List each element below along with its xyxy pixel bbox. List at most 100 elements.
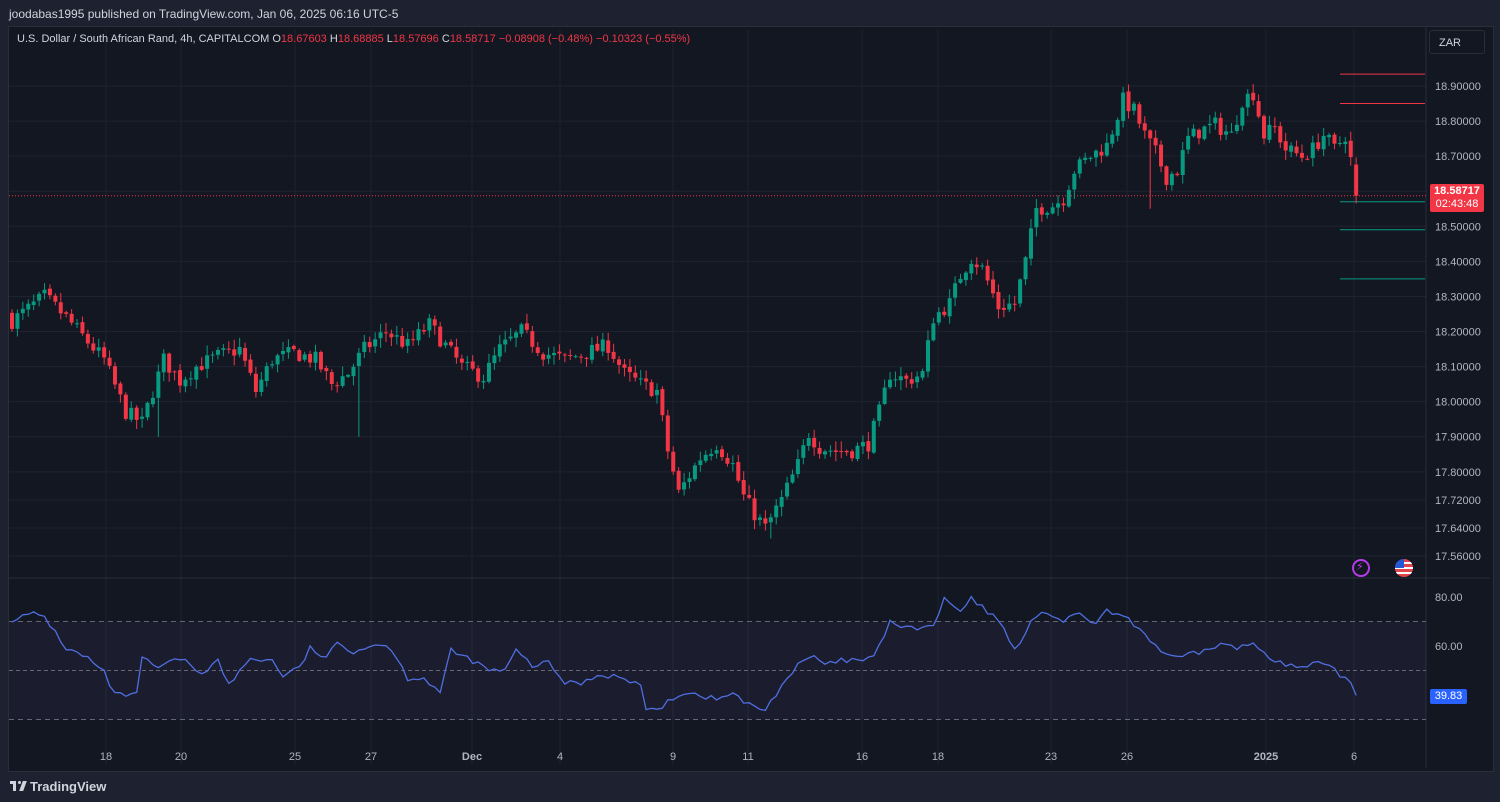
time-tick-label: 9 <box>670 751 676 763</box>
price-tick-label: 18.90000 <box>1435 81 1481 93</box>
candle-body <box>324 368 329 372</box>
candle-body <box>286 347 291 353</box>
candle-body <box>714 450 719 454</box>
time-tick-label: 16 <box>856 751 868 763</box>
candle-body <box>194 366 199 380</box>
level-lines <box>9 73 1426 280</box>
candle-body <box>405 338 410 346</box>
candle-body <box>1066 189 1071 207</box>
footer-bar <box>0 772 1500 802</box>
candle-body <box>20 308 25 314</box>
candle-body <box>416 329 421 341</box>
candle-body <box>752 498 757 521</box>
candle-body <box>465 362 470 364</box>
candle-body <box>351 366 356 377</box>
candle-body <box>1061 203 1066 206</box>
time-tick-label: 27 <box>365 751 377 763</box>
candle-body <box>806 438 811 446</box>
candle-body <box>980 265 985 267</box>
last-price: 18.58717 <box>1434 185 1480 197</box>
candle-body <box>253 373 258 392</box>
candle-body <box>215 350 220 355</box>
candle-body <box>1148 130 1153 139</box>
lightning-icon[interactable] <box>1352 559 1370 577</box>
candle-body <box>264 366 269 381</box>
candle-body <box>1191 128 1196 137</box>
candle-body <box>411 339 416 341</box>
candle-body <box>183 379 188 387</box>
rsi-tick-label: 80.00 <box>1435 592 1463 604</box>
price-tick-label: 17.56000 <box>1435 551 1481 563</box>
candle-body <box>492 355 497 364</box>
candle-body <box>1256 101 1261 117</box>
candle-body <box>394 335 399 337</box>
candle-body <box>486 362 491 382</box>
price-tick-label: 17.64000 <box>1435 523 1481 535</box>
candle-body <box>64 312 69 314</box>
candle-body <box>665 415 670 452</box>
candle-body <box>562 354 567 356</box>
price-tick-label: 18.70000 <box>1435 151 1481 163</box>
candle-body <box>920 371 925 378</box>
candle-body <box>1180 150 1185 175</box>
candle-body <box>893 379 898 381</box>
candle-body <box>741 480 746 495</box>
candle-body <box>26 303 31 310</box>
price-tick-label: 17.80000 <box>1435 467 1481 479</box>
candle-body <box>774 505 779 518</box>
candle-body <box>37 293 42 301</box>
candle-body <box>638 378 643 380</box>
candle-body <box>432 319 437 326</box>
candle-body <box>1310 142 1315 159</box>
candle-body <box>698 460 703 466</box>
rsi-pane <box>9 595 1426 720</box>
candle-body <box>497 344 502 357</box>
candle-body <box>302 354 307 360</box>
candle-body <box>530 331 535 347</box>
tradingview-brand: TradingView <box>30 779 107 794</box>
candle-body <box>378 332 383 339</box>
candle-body <box>1159 144 1164 167</box>
candle-body <box>855 445 860 460</box>
chart-frame[interactable] <box>8 26 1494 772</box>
candle-body <box>210 354 215 356</box>
candle-body <box>757 517 762 521</box>
candle-body <box>942 311 947 315</box>
candle-body <box>1240 107 1245 126</box>
candle-body <box>199 366 204 370</box>
candle-body <box>362 341 367 353</box>
time-tick-label: Dec <box>462 751 482 763</box>
us-flag-icon[interactable] <box>1395 559 1413 577</box>
time-tick-label: 4 <box>557 751 563 763</box>
candle-body <box>1299 152 1304 158</box>
candle-body <box>1186 135 1191 150</box>
candle-body <box>1213 117 1218 124</box>
candle-body <box>606 340 611 353</box>
candle-body <box>627 366 632 373</box>
candle-body <box>145 402 150 418</box>
candle-body <box>882 387 887 404</box>
ohlc-open-label: O <box>272 33 281 45</box>
candle-body <box>1083 157 1088 161</box>
candle-body <box>134 407 139 420</box>
candle-body <box>1218 117 1223 135</box>
candle-body <box>1321 135 1326 150</box>
candle-body <box>557 351 562 354</box>
candle-body <box>47 288 52 296</box>
candle-body <box>1207 123 1212 126</box>
candle-body <box>600 339 605 352</box>
candle-body <box>308 353 313 363</box>
candle-body <box>107 357 112 366</box>
candle-body <box>925 340 930 372</box>
currency-button[interactable]: ZAR <box>1429 30 1485 54</box>
candle-body <box>80 322 85 334</box>
grid-lines <box>9 27 1490 768</box>
candle-body <box>1229 131 1234 133</box>
tradingview-logo[interactable]: TradingView <box>10 779 106 794</box>
candle-body <box>1224 131 1229 135</box>
candle-body <box>91 343 96 351</box>
published-text: joodabas1995 published on TradingView.co… <box>9 7 399 21</box>
candle-body <box>974 264 979 268</box>
candle-body <box>725 457 730 464</box>
